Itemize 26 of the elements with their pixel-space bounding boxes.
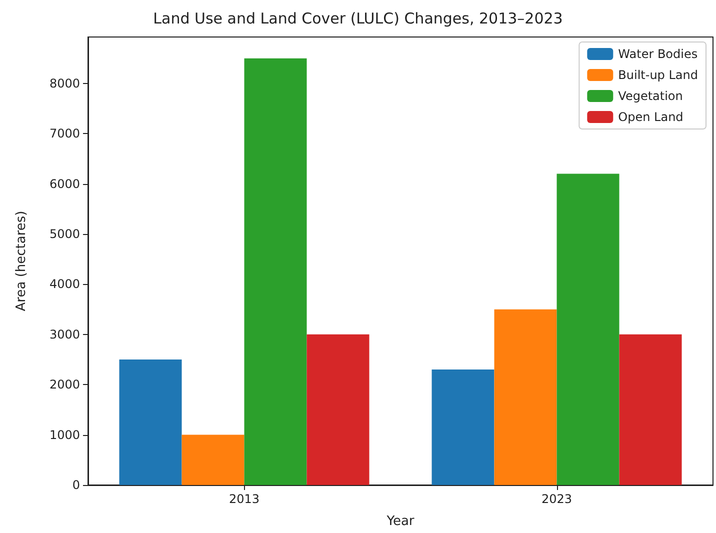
y-tick-label: 3000 <box>49 327 80 342</box>
y-tick-label: 8000 <box>49 76 80 90</box>
x-axis-title: Year <box>386 514 415 529</box>
x-tick-label: 2023 <box>541 492 572 506</box>
legend-label: Built-up Land <box>618 68 698 82</box>
bar <box>432 370 494 485</box>
y-tick-label: 0 <box>72 478 80 492</box>
y-tick-label: 7000 <box>49 126 80 141</box>
y-tick-label: 1000 <box>49 428 80 442</box>
y-tick-label: 5000 <box>49 227 80 242</box>
y-tick-label: 2000 <box>49 378 80 392</box>
legend-label: Open Land <box>618 110 684 124</box>
bar <box>494 309 557 485</box>
legend-label: Vegetation <box>618 89 683 103</box>
legend-label: Water Bodies <box>618 47 698 61</box>
x-tick-label: 2013 <box>228 492 260 506</box>
bar <box>244 58 307 485</box>
y-tick-label: 6000 <box>49 176 80 191</box>
y-tick-label: 4000 <box>49 277 80 292</box>
bar <box>619 334 682 485</box>
bar <box>119 360 182 485</box>
bar <box>182 434 244 485</box>
bar <box>556 174 620 485</box>
bar <box>306 334 370 485</box>
y-axis-title: Area (hectares) <box>14 210 29 312</box>
chart-title: Land Use and Land Cover (LULC) Changes, 2013–2023 <box>153 10 563 28</box>
